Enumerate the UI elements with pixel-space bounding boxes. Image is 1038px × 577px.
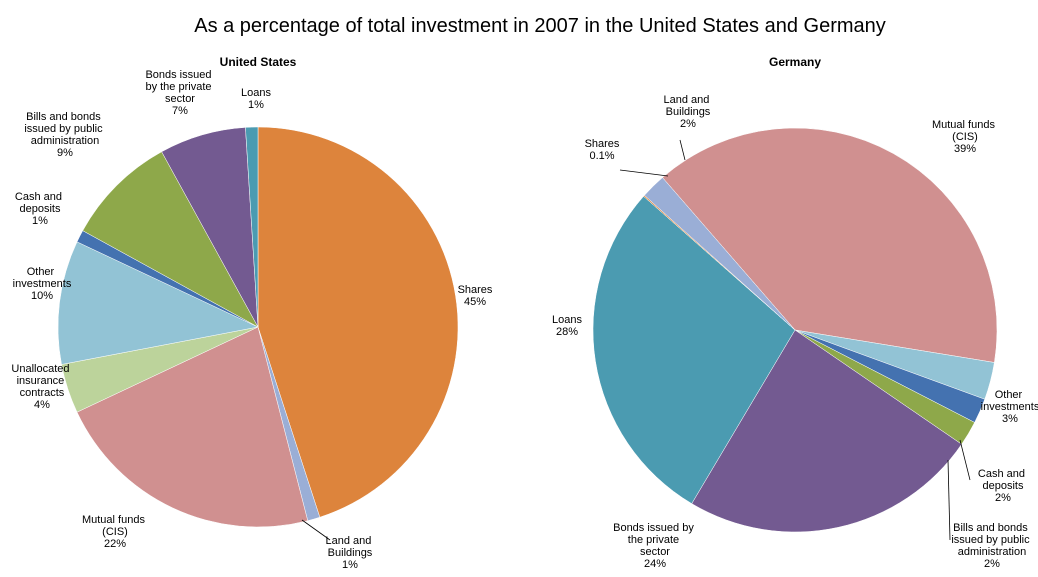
pie-slice: [245, 126, 259, 328]
pie-slice: [57, 241, 259, 365]
slice-label: Land and Buildings: [664, 94, 713, 118]
value-label: 39%: [954, 143, 976, 155]
value-label: 9%: [57, 147, 73, 159]
value-label: 2%: [984, 558, 1000, 570]
pie-slice: [644, 177, 796, 331]
value-label: 24%: [644, 558, 666, 570]
slice-label: Loans: [241, 87, 271, 99]
chart-title: As a percentage of total investment in 2…: [194, 15, 886, 37]
value-label: 2%: [995, 492, 1011, 504]
pie-slice: [662, 127, 998, 363]
slice-label: Shares: [458, 284, 493, 296]
slice-label: Other investments: [981, 389, 1038, 413]
value-label: 1%: [342, 559, 358, 571]
slice-label: Shares: [585, 138, 620, 150]
leader-line: [301, 519, 331, 541]
value-label: 1%: [32, 215, 48, 227]
pie-slice: [592, 195, 796, 504]
value-label: 28%: [556, 326, 578, 338]
pie-slice: [82, 151, 259, 328]
pie-slice: [76, 326, 309, 528]
leader-line: [679, 139, 686, 161]
slice-label: Land and Buildings: [326, 535, 375, 559]
slice-label: Bills and bonds issued by public adminis…: [24, 111, 105, 147]
value-label: 2%: [680, 118, 696, 130]
value-label: 4%: [34, 399, 50, 411]
leader-line: [619, 169, 669, 177]
leader-line: [947, 459, 951, 541]
slice-label: Other investments: [13, 266, 72, 290]
slice-label: Cash and deposits: [978, 468, 1028, 492]
pie-slice: [257, 126, 459, 518]
pie-title: United States: [220, 55, 297, 69]
value-label: 45%: [464, 296, 486, 308]
leader-line: [959, 439, 971, 481]
value-label: 3%: [1002, 413, 1018, 425]
value-label: 10%: [31, 290, 53, 302]
value-label: 1%: [248, 99, 264, 111]
slice-label: Cash and deposits: [15, 191, 65, 215]
slice-label: Bonds issued by the private sector: [613, 522, 697, 558]
slice-label: Unallocated insurance contracts: [11, 363, 72, 399]
slice-label: Bonds issued by the private sector: [145, 69, 214, 105]
slice-label: Mutual funds (CIS): [82, 514, 148, 538]
value-label: 7%: [172, 105, 188, 117]
slice-label: Bills and bonds issued by public adminis…: [951, 522, 1032, 558]
value-label: 22%: [104, 538, 126, 550]
slice-label: Mutual funds (CIS): [932, 119, 998, 143]
pie-slice: [691, 329, 962, 533]
slice-label: Loans: [552, 314, 582, 326]
pie-title: Germany: [769, 55, 821, 69]
value-label: 0.1%: [589, 150, 614, 162]
